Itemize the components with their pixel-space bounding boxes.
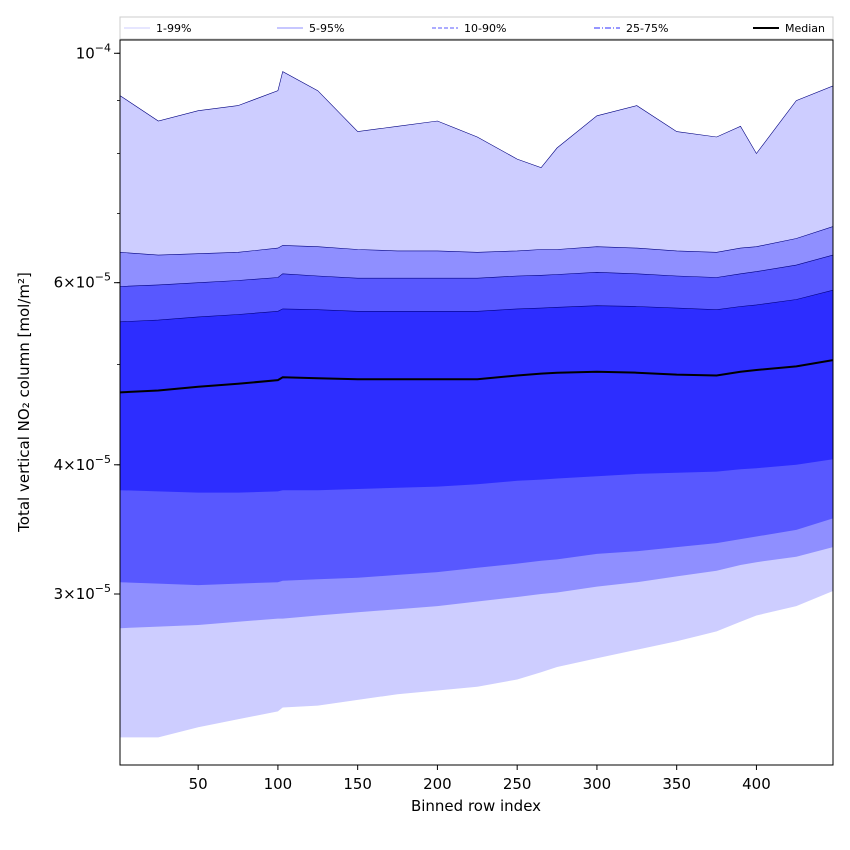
x-tick-label: 50 — [189, 775, 208, 793]
bands-layer — [120, 71, 833, 738]
lines-layer — [120, 71, 833, 394]
x-tick-label: 200 — [423, 775, 452, 793]
x-tick-label: 300 — [583, 775, 612, 793]
x-tick-label: 250 — [503, 775, 532, 793]
band-upper-line-2 — [120, 254, 833, 287]
x-axis: 50 100 150 200 250 300 350 400 — [189, 765, 771, 793]
legend-label: Median — [785, 22, 825, 35]
band-upper-line-0 — [120, 71, 833, 169]
y-tick-label: 10−4 — [76, 41, 111, 62]
band-upper-line-3 — [120, 289, 833, 323]
plot-frame — [119, 39, 834, 766]
median-line — [120, 359, 833, 394]
y-tick-label: 3×10−5 — [54, 582, 111, 603]
legend-label: 25-75% — [626, 22, 668, 35]
x-tick-label: 100 — [264, 775, 293, 793]
band-upper-line-1 — [120, 226, 833, 256]
legend-label: 10-90% — [464, 22, 506, 35]
y-axis-label: Total vertical NO₂ column [mol/m²] — [15, 272, 33, 533]
x-axis-label: Binned row index — [411, 797, 541, 815]
legend-frame — [119, 16, 834, 40]
legend-label: 5-95% — [309, 22, 344, 35]
x-tick-label: 150 — [343, 775, 372, 793]
band-25-75pct — [120, 290, 833, 493]
x-tick-label: 350 — [662, 775, 691, 793]
y-tick-label: 6×10−5 — [54, 271, 111, 292]
legend: 1-99% 5-95% 10-90% 25-75% Median — [119, 16, 834, 40]
y-axis: 3×10−5 4×10−5 6×10−5 10−4 — [54, 41, 120, 603]
x-tick-label: 400 — [742, 775, 771, 793]
legend-label: 1-99% — [156, 22, 191, 35]
y-tick-label: 4×10−5 — [54, 453, 111, 474]
